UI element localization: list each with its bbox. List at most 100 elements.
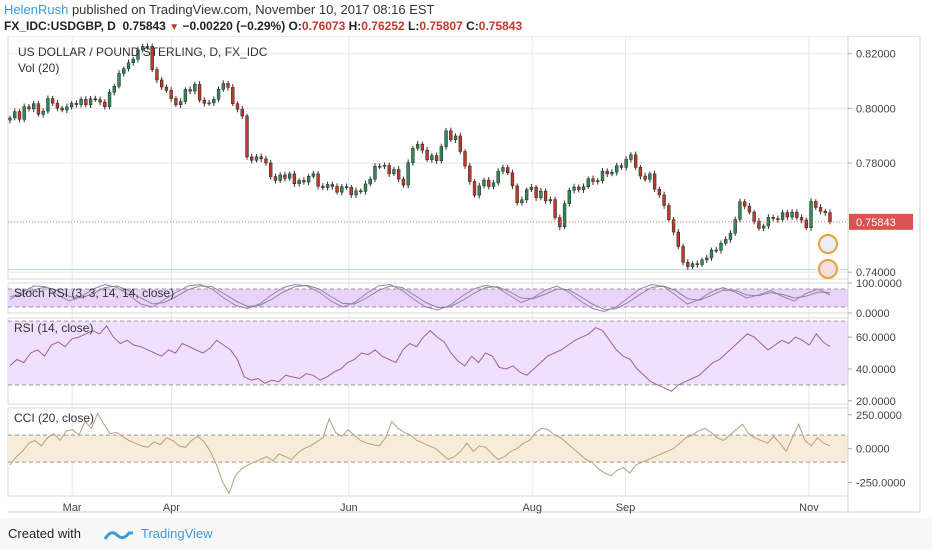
candle-body — [463, 151, 467, 167]
cci-tick-label: 0.0000 — [856, 444, 890, 456]
rsi-tick-label: 60.0000 — [856, 332, 896, 344]
candle-body — [88, 98, 93, 106]
candle-body — [259, 156, 263, 160]
candle-body — [112, 85, 116, 93]
candle-body — [572, 186, 576, 191]
candle-body — [477, 185, 481, 196]
candle-body — [188, 89, 192, 92]
candle-body — [212, 99, 216, 104]
candle-body — [553, 199, 557, 218]
candle-body — [804, 219, 808, 228]
candle-body — [558, 217, 562, 228]
tradingview-logo-icon[interactable] — [103, 527, 135, 543]
candle-body — [619, 165, 624, 168]
candle-body — [828, 212, 832, 223]
candle-body — [178, 101, 183, 106]
candle-body — [141, 46, 145, 51]
candle-body — [74, 103, 79, 105]
cci-band — [8, 435, 848, 463]
candle-body — [548, 199, 553, 202]
panel-labels: US DOLLAR / POUND STERLING, D, FX_IDC Vol… — [14, 45, 268, 425]
candle-body — [487, 179, 491, 187]
candle-body — [221, 83, 225, 90]
price-tick-label: 0.74000 — [856, 267, 896, 279]
candle-body — [681, 246, 685, 263]
candle-body — [283, 174, 287, 179]
cci-panel[interactable] — [8, 412, 848, 495]
candle-body — [22, 106, 26, 120]
symbol-label: FX_IDC:USDGBP, D — [4, 19, 116, 33]
candle-body — [577, 186, 581, 190]
author-link[interactable]: HelenRush — [4, 2, 69, 17]
tradingview-link[interactable]: TradingView — [141, 526, 213, 541]
candle-body — [638, 167, 643, 177]
candle-body — [150, 46, 154, 70]
high-label: H: — [348, 19, 362, 33]
candle-body — [596, 180, 600, 183]
candle-body — [136, 49, 140, 60]
candle-body — [420, 143, 425, 151]
rsi-band — [8, 321, 848, 385]
uk-flag-icon — [818, 234, 838, 254]
rsi-tick-label: 20.0000 — [856, 396, 896, 408]
candle-body — [297, 180, 301, 184]
month-tick-label: Nov — [799, 502, 819, 514]
candle-body — [103, 101, 107, 107]
grid-lines — [8, 36, 848, 496]
candle-body — [738, 201, 742, 220]
published-text: published on TradingView.com, November 1… — [71, 2, 435, 17]
chart-canvas[interactable]: Mar Apr Jun Aug Sep Nov 0.82000 0.80000 0.78000 0… — [0, 36, 932, 518]
candle-body — [273, 176, 278, 181]
ohlc-line: FX_IDC:USDGBP, D 0.75843 ▼ −0.00220 (−0.… — [4, 19, 522, 33]
candle-body — [700, 259, 704, 265]
candle-body — [8, 117, 12, 121]
candle-body — [340, 186, 344, 193]
candle-body — [406, 162, 410, 186]
candle-body — [245, 115, 249, 158]
candle-body — [671, 219, 676, 233]
stoch-rsi-label: Stoch RSI (3, 3, 14, 14, close) — [14, 286, 174, 300]
candle-body — [264, 158, 268, 164]
last-price-badge — [849, 213, 913, 230]
month-tick-label: Apr — [163, 502, 180, 514]
high-value: 0.76252 — [361, 19, 405, 33]
month-tick-label: Jun — [340, 502, 358, 514]
candle-body — [771, 217, 775, 219]
candle-body — [472, 181, 477, 196]
candle-body — [662, 194, 666, 206]
candle-body — [529, 187, 534, 190]
candle-body — [98, 99, 102, 103]
candle-body — [160, 79, 164, 88]
candle-body — [482, 179, 486, 187]
price-title: US DOLLAR / POUND STERLING, D, FX_IDC — [18, 45, 268, 59]
volume-label: Vol (20) — [18, 61, 59, 75]
candle-body — [363, 183, 368, 192]
candle-body — [387, 165, 391, 175]
candle-body — [32, 103, 36, 110]
down-arrow-icon: ▼ — [169, 22, 180, 33]
close-label: C: — [466, 19, 479, 33]
stoch-rsi-panel[interactable] — [8, 283, 848, 313]
change-value: −0.00220 (−0.29%) — [182, 19, 286, 33]
candle-body — [520, 199, 524, 204]
candle-body — [686, 262, 690, 267]
candle-body — [164, 86, 169, 91]
close-value: 0.75843 — [478, 19, 523, 33]
candle-body — [795, 211, 799, 218]
candle-body — [610, 171, 614, 175]
candle-body — [425, 149, 429, 160]
rsi-panel[interactable] — [8, 320, 848, 392]
candle-body — [657, 188, 662, 196]
candle-body — [534, 187, 538, 198]
candle-body — [202, 99, 207, 104]
candle-body — [55, 102, 60, 109]
cci-label: CCI (20, close) — [14, 411, 94, 425]
candle-body — [155, 69, 159, 81]
candle-body — [652, 173, 657, 190]
candle-body — [733, 219, 737, 234]
price-tick-label: 0.80000 — [856, 103, 896, 115]
candle-body — [197, 84, 202, 101]
stoch-tick-label: 100.0000 — [856, 278, 902, 290]
low-value: 0.75807 — [419, 19, 463, 33]
price-panel[interactable] — [8, 43, 848, 279]
